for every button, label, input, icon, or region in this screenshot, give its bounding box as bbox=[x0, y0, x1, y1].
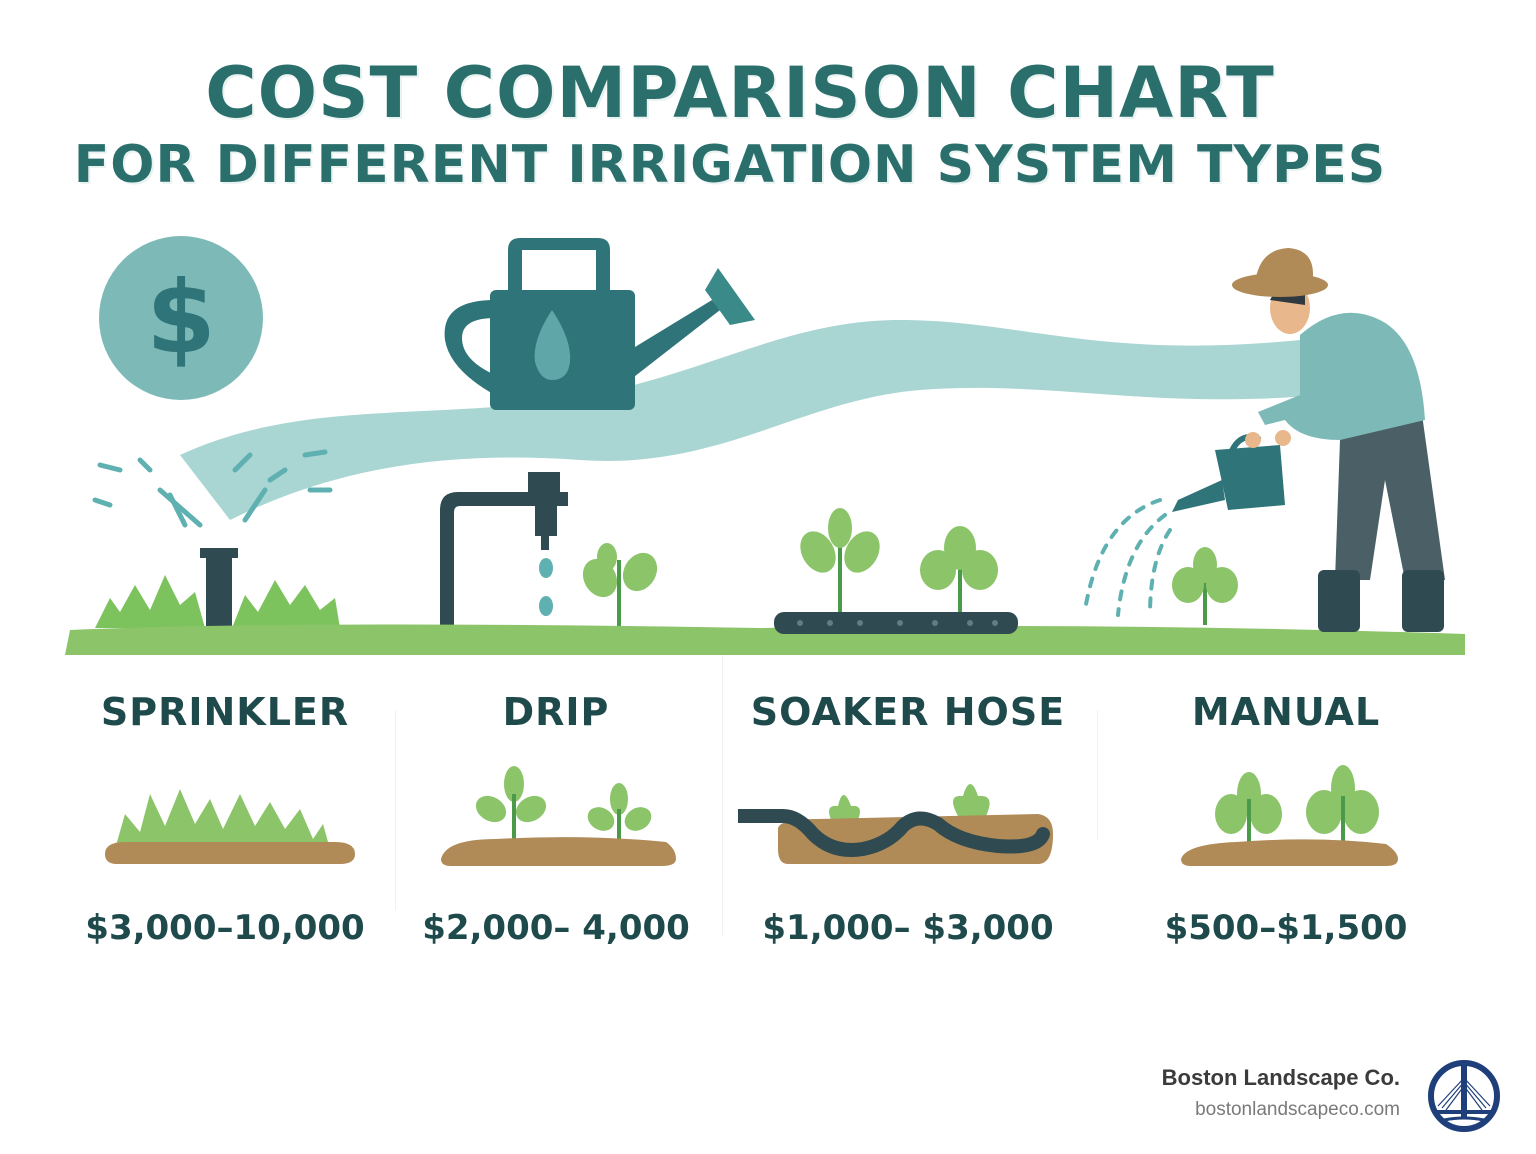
bridge-logo-icon bbox=[1428, 1060, 1500, 1132]
water-ribbon-icon bbox=[180, 320, 1320, 520]
grass-icon bbox=[105, 789, 355, 864]
column-divider bbox=[395, 710, 396, 910]
sprinkler-head-icon bbox=[92, 449, 333, 635]
plants-icon bbox=[800, 508, 1238, 625]
irrigation-scene-illustration: $ bbox=[65, 236, 1465, 655]
watering-can-icon bbox=[444, 238, 755, 410]
category-manual: MANUAL $500–$1,500 bbox=[1116, 690, 1456, 948]
chart-subtitle: FOR DIFFERENT IRRIGATION SYSTEM TYPES bbox=[73, 135, 1387, 195]
category-label: DRIP bbox=[502, 690, 610, 734]
dollar-coin-icon: $ bbox=[99, 236, 263, 400]
category-price: $3,000–10,000 bbox=[85, 908, 365, 948]
seedlings-icon bbox=[441, 766, 676, 866]
brand-url[interactable]: bostonlandscapeco.com bbox=[1195, 1099, 1400, 1120]
category-price: $500–$1,500 bbox=[1164, 908, 1408, 948]
column-divider bbox=[722, 655, 723, 935]
column-divider bbox=[1097, 710, 1098, 840]
category-label: MANUAL bbox=[1191, 690, 1381, 734]
category-sprinkler: SPRINKLER $3,000–10,000 bbox=[55, 690, 395, 948]
soaker-hose-bed-icon bbox=[721, 784, 1053, 864]
gardener-figure-icon bbox=[1083, 248, 1445, 632]
chart-title: COST COMPARISON CHART bbox=[205, 52, 1275, 134]
soaker-hose-icon bbox=[774, 612, 1018, 634]
svg-text:$: $ bbox=[146, 259, 216, 376]
brand-name: Boston Landscape Co. bbox=[1161, 1065, 1400, 1090]
category-drip: DRIP $2,000– 4,000 bbox=[386, 690, 726, 948]
plants-icon bbox=[1181, 765, 1398, 866]
category-label: SPRINKLER bbox=[100, 690, 350, 734]
grass-icon bbox=[95, 575, 340, 628]
category-label: SOAKER HOSE bbox=[750, 690, 1066, 734]
brand-block: Boston Landscape Co. bostonlandscapeco.c… bbox=[1162, 1065, 1400, 1121]
drip-faucet-icon bbox=[440, 472, 568, 630]
ground-icon bbox=[65, 624, 1465, 655]
seedling-icon bbox=[582, 543, 658, 626]
category-price: $2,000– 4,000 bbox=[422, 908, 690, 948]
category-soaker-hose: SOAKER HOSE $1,000– $3,000 bbox=[721, 690, 1078, 948]
category-price: $1,000– $3,000 bbox=[762, 908, 1054, 948]
